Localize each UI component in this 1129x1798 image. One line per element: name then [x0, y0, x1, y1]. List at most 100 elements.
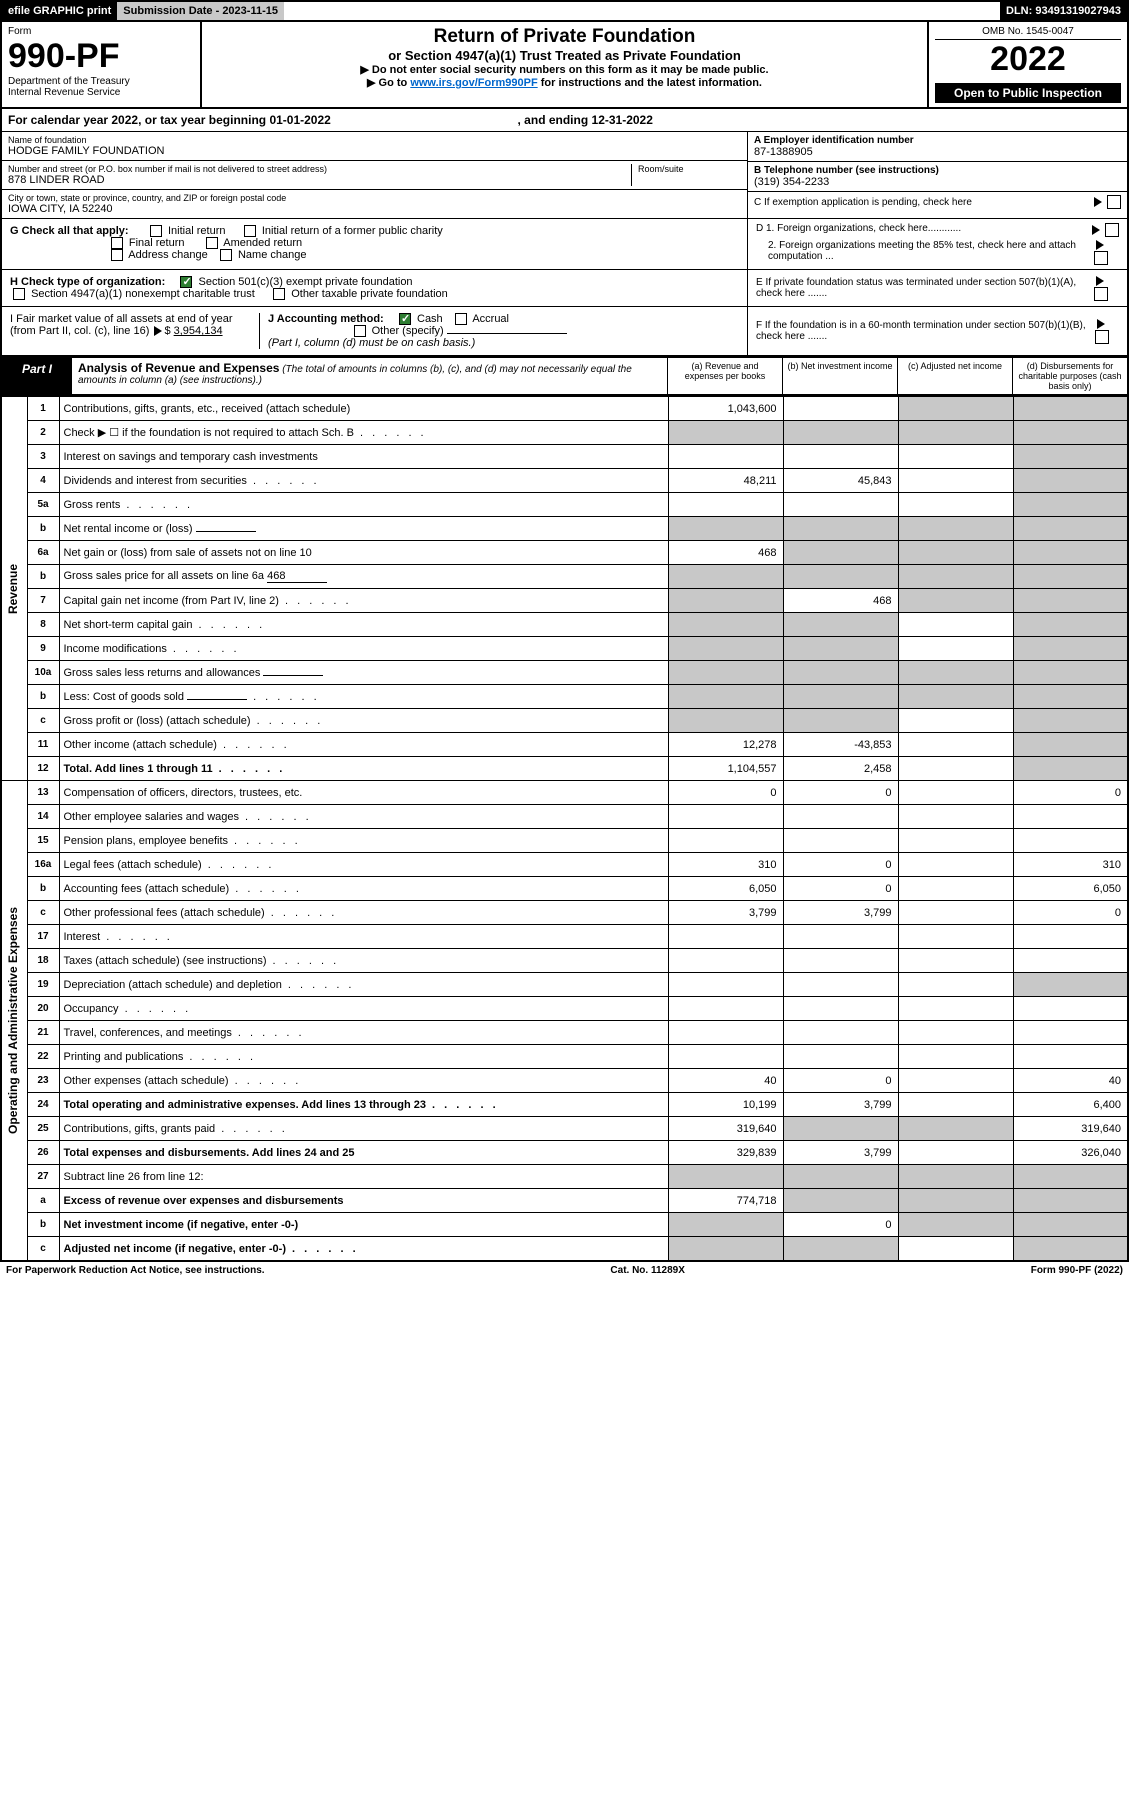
ein-value: 87-1388905 [754, 146, 1121, 158]
check-other-taxable[interactable] [273, 288, 285, 300]
footer-right: Form 990-PF (2022) [1031, 1265, 1123, 1276]
table-row: 20Occupancy . . . . . . [1, 997, 1128, 1021]
h-label: H Check type of organization: [10, 276, 165, 288]
irs-link[interactable]: www.irs.gov/Form990PF [410, 77, 537, 89]
room-label: Room/suite [638, 164, 741, 174]
table-row: 11Other income (attach schedule) . . . .… [1, 733, 1128, 757]
check-g-row: G Check all that apply: Initial return I… [0, 219, 1129, 270]
col-a-header: (a) Revenue and expenses per books [667, 358, 782, 394]
open-to-public: Open to Public Inspection [935, 83, 1121, 103]
table-row: 26Total expenses and disbursements. Add … [1, 1141, 1128, 1165]
form-subtitle: or Section 4947(a)(1) Trust Treated as P… [210, 48, 919, 63]
form-number: 990-PF [8, 37, 194, 76]
table-row: Revenue1Contributions, gifts, grants, et… [1, 397, 1128, 421]
page-footer: For Paperwork Reduction Act Notice, see … [0, 1262, 1129, 1279]
revenue-side-label: Revenue [6, 564, 20, 614]
col-d-header: (d) Disbursements for charitable purpose… [1012, 358, 1127, 394]
table-row: 14Other employee salaries and wages . . … [1, 805, 1128, 829]
part-1-title: Analysis of Revenue and Expenses [78, 361, 279, 375]
table-row: Operating and Administrative Expenses13C… [1, 781, 1128, 805]
table-row: 22Printing and publications . . . . . . [1, 1045, 1128, 1069]
check-d2[interactable] [1094, 251, 1108, 265]
table-row: 6aNet gain or (loss) from sale of assets… [1, 541, 1128, 565]
note-1: ▶ Do not enter social security numbers o… [210, 63, 919, 76]
table-row: 15Pension plans, employee benefits . . .… [1, 829, 1128, 853]
part-1-header: Part I Analysis of Revenue and Expenses … [0, 357, 1129, 396]
table-row: 12Total. Add lines 1 through 11 . . . . … [1, 757, 1128, 781]
check-h-row: H Check type of organization: Section 50… [0, 270, 1129, 307]
arrow-icon [1096, 276, 1104, 286]
check-initial-former[interactable] [244, 225, 256, 237]
city-label: City or town, state or province, country… [8, 193, 741, 203]
calendar-year-row: For calendar year 2022, or tax year begi… [0, 109, 1129, 132]
table-row: bGross sales price for all assets on lin… [1, 565, 1128, 589]
check-name[interactable] [220, 249, 232, 261]
omb-number: OMB No. 1545-0047 [935, 26, 1121, 40]
arrow-icon [1094, 197, 1102, 207]
arrow-icon [154, 326, 162, 336]
exemption-label: C If exemption application is pending, c… [754, 197, 972, 208]
table-row: 10aGross sales less returns and allowanc… [1, 661, 1128, 685]
check-initial[interactable] [150, 225, 162, 237]
table-row: 21Travel, conferences, and meetings . . … [1, 1021, 1128, 1045]
top-bar: efile GRAPHIC print Submission Date - 20… [0, 0, 1129, 22]
footer-left: For Paperwork Reduction Act Notice, see … [6, 1265, 265, 1276]
f-label: F If the foundation is in a 60-month ter… [756, 320, 1095, 342]
g-label: G Check all that apply: [10, 225, 129, 237]
check-amended[interactable] [206, 237, 218, 249]
table-row: 7Capital gain net income (from Part IV, … [1, 589, 1128, 613]
table-row: 27Subtract line 26 from line 12: [1, 1165, 1128, 1189]
check-f[interactable] [1095, 330, 1109, 344]
check-cash[interactable] [399, 313, 411, 325]
check-c[interactable] [1107, 195, 1121, 209]
table-row: 8Net short-term capital gain . . . . . . [1, 613, 1128, 637]
table-row: 5aGross rents . . . . . . [1, 493, 1128, 517]
note-2: ▶ Go to www.irs.gov/Form990PF for instru… [210, 76, 919, 89]
check-accrual[interactable] [455, 313, 467, 325]
table-row: bNet investment income (if negative, ent… [1, 1213, 1128, 1237]
phone-value: (319) 354-2233 [754, 176, 1121, 188]
efile-label: efile GRAPHIC print [2, 2, 117, 20]
phone-label: B Telephone number (see instructions) [754, 165, 1121, 176]
check-d1[interactable] [1105, 223, 1119, 237]
table-row: bNet rental income or (loss) [1, 517, 1128, 541]
dept-label: Department of the Treasury [8, 76, 194, 87]
table-row: bLess: Cost of goods sold . . . . . . [1, 685, 1128, 709]
foundation-name: HODGE FAMILY FOUNDATION [8, 145, 741, 157]
check-501c3[interactable] [180, 276, 192, 288]
table-row: cAdjusted net income (if negative, enter… [1, 1237, 1128, 1261]
ein-label: A Employer identification number [754, 135, 1121, 146]
check-final[interactable] [111, 237, 123, 249]
check-other-method[interactable] [354, 325, 366, 337]
form-label: Form [8, 26, 194, 37]
d1-label: D 1. Foreign organizations, check here..… [756, 223, 961, 237]
tax-year: 2022 [935, 40, 1121, 79]
table-row: 16aLegal fees (attach schedule) . . . . … [1, 853, 1128, 877]
table-row: 24Total operating and administrative exp… [1, 1093, 1128, 1117]
arrow-icon [1097, 319, 1105, 329]
table-row: bAccounting fees (attach schedule) . . .… [1, 877, 1128, 901]
table-row: cOther professional fees (attach schedul… [1, 901, 1128, 925]
table-row: 17Interest . . . . . . [1, 925, 1128, 949]
table-row: 18Taxes (attach schedule) (see instructi… [1, 949, 1128, 973]
city-state-zip: IOWA CITY, IA 52240 [8, 203, 741, 215]
submission-date: Submission Date - 2023-11-15 [117, 2, 284, 20]
j-label: J Accounting method: [268, 313, 384, 325]
name-label: Name of foundation [8, 135, 741, 145]
check-4947[interactable] [13, 288, 25, 300]
table-row: 3Interest on savings and temporary cash … [1, 445, 1128, 469]
irs-label: Internal Revenue Service [8, 87, 194, 98]
arrow-icon [1096, 240, 1104, 250]
table-row: 2Check ▶ ☐ if the foundation is not requ… [1, 421, 1128, 445]
e-label: E If private foundation status was termi… [756, 277, 1094, 299]
part-1-table: Revenue1Contributions, gifts, grants, et… [0, 396, 1129, 1262]
form-header: Form 990-PF Department of the Treasury I… [0, 22, 1129, 109]
check-address[interactable] [111, 249, 123, 261]
table-row: aExcess of revenue over expenses and dis… [1, 1189, 1128, 1213]
part-1-label: Part I [2, 358, 72, 394]
col-c-header: (c) Adjusted net income [897, 358, 1012, 394]
dln-label: DLN: 93491319027943 [1000, 2, 1127, 20]
footer-mid: Cat. No. 11289X [610, 1265, 684, 1276]
check-e[interactable] [1094, 287, 1108, 301]
table-row: cGross profit or (loss) (attach schedule… [1, 709, 1128, 733]
